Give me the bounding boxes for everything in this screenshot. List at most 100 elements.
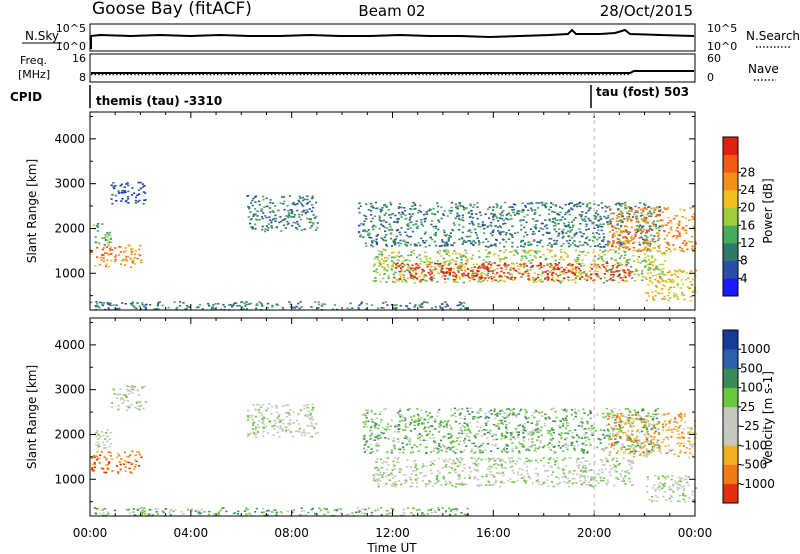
- scatter-cell: [406, 241, 409, 244]
- scatter-cell: [458, 218, 461, 221]
- scatter-cell: [562, 228, 565, 231]
- scatter-cell: [582, 449, 585, 451]
- scatter-cell: [118, 454, 121, 457]
- scatter-cell: [370, 237, 373, 239]
- scatter-cell: [387, 209, 390, 211]
- scatter-cell: [245, 301, 248, 303]
- scatter-cell: [535, 480, 538, 482]
- scatter-cell: [240, 301, 243, 304]
- scatter-cell: [622, 432, 625, 434]
- scatter-cell: [373, 439, 376, 441]
- scatter-cell: [664, 274, 667, 276]
- scatter-cell: [549, 249, 552, 251]
- scatter-cell: [310, 412, 313, 415]
- scatter-cell: [252, 215, 255, 217]
- scatter-cell: [626, 217, 629, 219]
- scatter-cell: [591, 478, 594, 481]
- scatter-cell: [393, 276, 396, 279]
- scatter-cell: [557, 444, 560, 447]
- scatter-cell: [441, 444, 445, 446]
- scatter-cell: [573, 449, 576, 451]
- scatter-cell: [652, 427, 655, 429]
- scatter-cell: [611, 411, 614, 414]
- scatter-cell: [430, 276, 433, 279]
- scatter-cell: [384, 230, 387, 233]
- scatter-cell: [446, 305, 449, 307]
- scatter-cell: [298, 427, 301, 430]
- scatter-cell: [586, 483, 589, 486]
- scatter-cell: [602, 260, 605, 262]
- scatter-cell: [400, 269, 403, 272]
- scatter-cell: [127, 461, 130, 464]
- scatter-cell: [595, 479, 598, 482]
- scatter-cell: [260, 210, 263, 212]
- scatter-cell: [499, 460, 502, 462]
- scatter-cell: [481, 475, 484, 478]
- scatter-cell: [395, 304, 398, 306]
- scatter-cell: [620, 213, 623, 216]
- scatter-cell: [624, 229, 627, 231]
- scatter-cell: [546, 270, 549, 272]
- scatter-cell: [430, 451, 433, 453]
- scatter-cell: [578, 476, 582, 479]
- scatter-cell: [306, 202, 309, 204]
- scatter-cell: [538, 250, 541, 253]
- scatter-cell: [597, 482, 600, 484]
- scatter-cell: [393, 256, 396, 259]
- scatter-cell: [476, 273, 479, 276]
- scatter-cell: [417, 450, 420, 452]
- scatter-cell: [571, 482, 574, 485]
- scatter-cell: [457, 459, 460, 462]
- scatter-cell: [474, 436, 477, 439]
- scatter-cell: [529, 228, 533, 230]
- nave-tick-top: 60: [707, 52, 721, 65]
- scatter-cell: [658, 250, 661, 252]
- freq-unit-label: [MHz]: [18, 68, 50, 81]
- scatter-cell: [604, 249, 607, 252]
- scatter-cell: [592, 259, 595, 262]
- scatter-cell: [456, 265, 460, 268]
- scatter-cell: [568, 430, 571, 432]
- scatter-cell: [610, 274, 613, 276]
- scatter-cell: [567, 221, 570, 224]
- scatter-cell: [370, 202, 373, 205]
- scatter-cell: [468, 467, 472, 469]
- scatter-cell: [575, 266, 578, 269]
- scatter-cell: [681, 294, 684, 297]
- scatter-cell: [433, 233, 436, 236]
- scatter-cell: [95, 455, 98, 457]
- scatter-cell: [589, 444, 592, 446]
- scatter-cell: [663, 230, 666, 232]
- scatter-cell: [544, 206, 547, 209]
- scatter-cell: [565, 211, 568, 214]
- scatter-cell: [484, 277, 487, 279]
- scatter-cell: [588, 239, 591, 241]
- scatter-cell: [484, 213, 487, 215]
- scatter-cell: [119, 398, 123, 401]
- scatter-cell: [453, 272, 456, 275]
- scatter-cell: [630, 426, 633, 428]
- scatter-cell: [98, 434, 101, 436]
- scatter-cell: [321, 303, 324, 305]
- scatter-cell: [658, 268, 661, 271]
- scatter-cell: [635, 231, 638, 234]
- scatter-cell: [515, 212, 518, 215]
- scatter-cell: [289, 209, 292, 211]
- scatter-cell: [503, 461, 506, 463]
- scatter-cell: [108, 445, 111, 448]
- scatter-cell: [439, 307, 442, 309]
- scatter-cell: [95, 435, 98, 438]
- scatter-cell: [245, 308, 249, 310]
- scatter-cell: [580, 426, 584, 429]
- scatter-cell: [649, 267, 652, 269]
- scatter-cell: [128, 406, 131, 409]
- scatter-cell: [693, 218, 696, 220]
- scatter-cell: [403, 420, 406, 422]
- scatter-cell: [473, 457, 476, 460]
- scatter-cell: [398, 413, 401, 416]
- scatter-cell: [560, 230, 564, 233]
- scatter-cell: [580, 461, 583, 464]
- scatter-cell: [396, 229, 400, 231]
- scatter-cell: [568, 270, 571, 273]
- scatter-cell: [428, 412, 431, 414]
